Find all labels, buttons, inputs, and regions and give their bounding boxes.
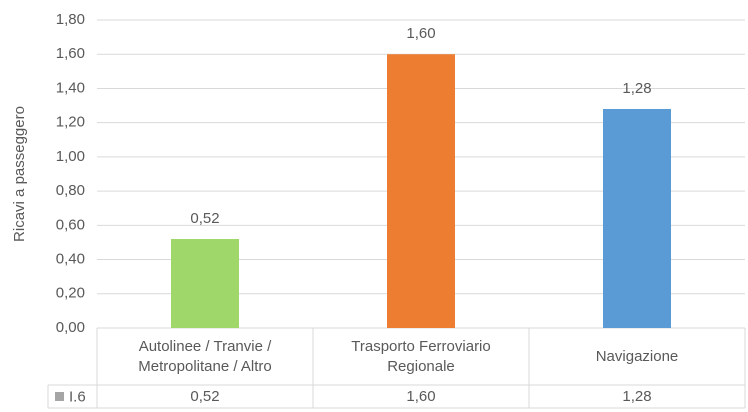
- table-value: 1,28: [622, 387, 652, 405]
- y-tick-label: 1,60: [56, 45, 85, 62]
- legend-label: I.6: [69, 388, 86, 405]
- category-label: Trasporto Ferroviario Regionale: [351, 337, 491, 375]
- category-label: Navigazione: [595, 347, 679, 365]
- y-tick-label: 0,40: [56, 251, 85, 268]
- legend-swatch: [55, 392, 64, 401]
- value-label: 1,28: [622, 80, 651, 97]
- category-label: Autolinee / Tranvie / Metropolitane / Al…: [138, 337, 272, 375]
- value-label: 0,52: [190, 210, 219, 227]
- bar: [387, 54, 455, 328]
- y-tick-label: 1,80: [56, 11, 85, 28]
- table-value: 0,52: [190, 387, 220, 405]
- y-tick-label: 0,20: [56, 285, 85, 302]
- y-tick-label: 0,80: [56, 182, 85, 199]
- bar: [171, 239, 239, 328]
- y-tick-label: 0,60: [56, 216, 85, 233]
- table-value: 1,60: [406, 387, 436, 405]
- y-tick-label: 1,40: [56, 79, 85, 96]
- y-axis-title: Ricavi a passeggero: [11, 106, 28, 242]
- y-tick-label: 1,20: [56, 114, 85, 131]
- bar: [603, 108, 671, 328]
- value-label: 1,60: [406, 25, 435, 42]
- y-tick-label: 1,00: [56, 148, 85, 165]
- y-tick-label: 0,00: [56, 319, 85, 336]
